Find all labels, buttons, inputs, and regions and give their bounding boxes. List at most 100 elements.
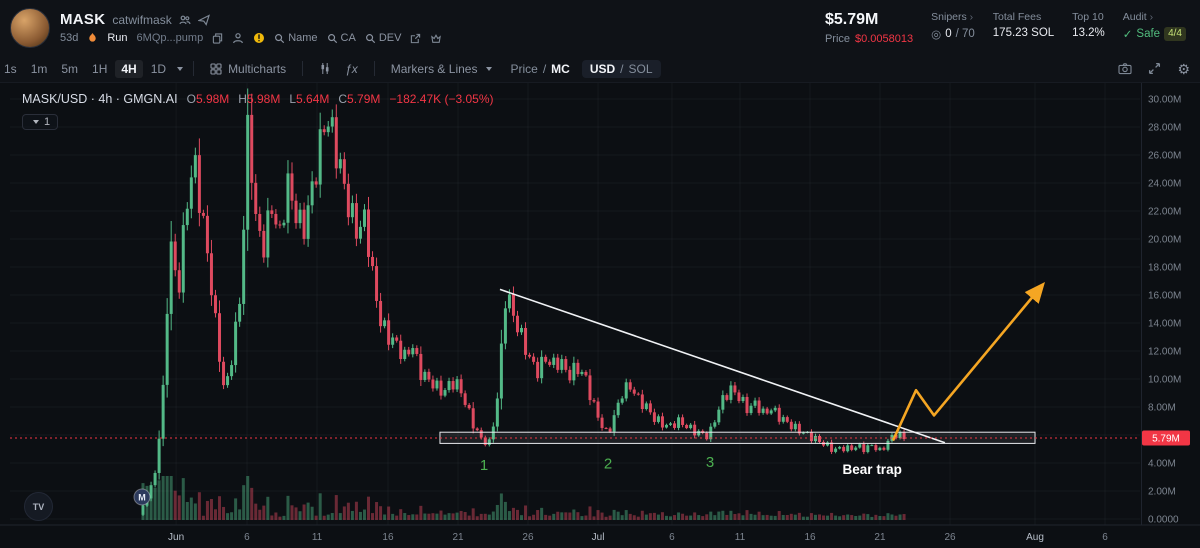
chevron-right-icon: › [969, 10, 974, 23]
crosshair-icon: ◎ [931, 28, 942, 41]
x-axis-label: 11 [312, 532, 323, 543]
telegram-icon[interactable] [197, 13, 210, 26]
divider [373, 61, 375, 76]
y-axis-label: 12.00M [1148, 347, 1181, 358]
y-axis-label: 16.00M [1148, 291, 1181, 302]
touch-label: 3 [706, 454, 714, 471]
copy-icon[interactable] [212, 32, 223, 44]
camera-icon[interactable] [1118, 62, 1132, 75]
external-link-icon[interactable] [410, 33, 421, 44]
timeframe-1h[interactable]: 1H [92, 61, 108, 76]
x-axis-label: 26 [522, 532, 534, 543]
y-axis-label: 14.00M [1148, 319, 1181, 330]
candle-style-button[interactable] [313, 60, 337, 77]
markers-lines-dropdown[interactable]: Markers & Lines [385, 60, 499, 78]
divider [302, 61, 304, 76]
token-name: catwifmask [112, 12, 172, 27]
token-stats: $5.79M Price $0.0058013 Snipers › ◎ 0 / … [825, 11, 1186, 45]
x-axis-label: Aug [1026, 532, 1044, 543]
snipers-total: / 70 [955, 27, 975, 40]
indicators-button[interactable]: ƒx [345, 61, 358, 76]
stat-total-fees: Total Fees 175.23 SOL [992, 10, 1055, 39]
x-axis-label: 21 [874, 532, 886, 543]
y-axis-label: 0.0000 [1148, 515, 1179, 526]
x-axis-label: 16 [382, 532, 394, 543]
x-axis-label: 21 [452, 532, 464, 543]
y-axis-label: 28.00M [1148, 123, 1181, 134]
x-axis-label: 6 [244, 532, 250, 543]
timeframe-5m[interactable]: 5m [61, 61, 79, 76]
migration-marker [133, 488, 151, 506]
token-avatar[interactable] [10, 7, 50, 48]
x-axis-label: Jul [592, 532, 605, 543]
search-ca-button[interactable]: CA [327, 32, 356, 44]
price-chart[interactable]: 30.00M28.00M26.00M24.00M22.00M20.00M18.0… [0, 83, 1200, 548]
token-address: 6MQp...pump [136, 32, 204, 44]
community-icon[interactable] [179, 14, 191, 26]
y-axis-label: 22.00M [1148, 207, 1181, 218]
chart-area: 30.00M 28.00M 26.00M 24.00M 22.00M 20.00M 18.0… [0, 83, 1200, 548]
search-name-button[interactable]: Name [274, 32, 318, 44]
y-axis-label: 24.00M [1148, 179, 1181, 190]
chart-toolbar: 1s 1m 5m 1H 4H 1D Multicharts ƒx Markers… [0, 55, 1200, 83]
timeframe-1d[interactable]: 1D [150, 61, 167, 76]
x-axis-label: 26 [944, 532, 956, 543]
chevron-right-icon: › [1149, 10, 1154, 23]
run-label: Run [107, 32, 128, 44]
legend-collapse-button[interactable]: 1 [22, 114, 59, 130]
stat-snipers[interactable]: Snipers › ◎ 0 / 70 [931, 10, 975, 41]
y-axis-label: 26.00M [1148, 151, 1181, 162]
y-axis-label: 4.00M [1148, 459, 1176, 470]
top10-value: 13.2% [1072, 26, 1105, 39]
timeframe-1s[interactable]: 1s [4, 61, 17, 76]
search-dev-button[interactable]: DEV [365, 32, 401, 44]
usd-sol-toggle[interactable]: USD / SOL [581, 59, 661, 78]
alert-icon[interactable] [253, 32, 265, 44]
stat-top10: Top 10 13.2% [1072, 10, 1105, 39]
audit-safe-label: Safe [1136, 27, 1161, 40]
x-axis-label: 6 [1102, 532, 1108, 543]
descending-trendline [499, 288, 946, 444]
fullscreen-icon[interactable] [1148, 62, 1161, 75]
flame-icon [87, 32, 98, 44]
x-axis-label: 11 [735, 532, 746, 543]
crown-icon[interactable] [430, 33, 442, 44]
x-axis-label: 6 [669, 532, 675, 543]
user-icon[interactable] [232, 32, 244, 44]
svg-text:M: M [138, 493, 146, 503]
token-header: MASK catwifmask 53d Run 6MQp...pump [0, 0, 1200, 55]
divider [193, 61, 195, 76]
current-price-badge [1142, 430, 1190, 446]
projection-arrow [891, 282, 1045, 442]
price-label: Price [824, 32, 851, 45]
timeframe-1m[interactable]: 1m [30, 61, 48, 76]
market-cap-value: $5.79M [824, 10, 879, 28]
chevron-down-icon [486, 66, 493, 71]
multicharts-button[interactable]: Multicharts [204, 60, 292, 78]
price-value: $0.0058013 [855, 32, 914, 45]
audit-score-badge: 4/4 [1164, 26, 1186, 41]
token-symbol: MASK [60, 11, 106, 28]
chevron-down-icon [33, 120, 39, 124]
token-age: 53d [60, 32, 79, 44]
y-axis-label: 18.00M [1148, 263, 1181, 274]
y-axis-label: 20.00M [1148, 235, 1181, 246]
settings-gear-icon[interactable]: ⚙ [1177, 60, 1190, 77]
tradingview-logo[interactable]: TV [24, 492, 53, 521]
y-axis-label: 2.00M [1148, 487, 1176, 498]
chevron-down-icon[interactable] [177, 66, 184, 71]
token-summary: MASK catwifmask 53d Run 6MQp...pump [10, 7, 442, 48]
price-mc-toggle[interactable]: Price / MC [510, 61, 570, 76]
stat-marketcap: $5.79M Price $0.0058013 [825, 11, 913, 45]
y-axis-label: 8.00M [1148, 403, 1176, 414]
touch-label: 1 [480, 457, 488, 474]
snipers-value: 0 [945, 27, 952, 40]
stat-audit[interactable]: Audit › ✓ Safe 4/4 [1123, 11, 1186, 41]
x-axis-label: 16 [804, 532, 816, 543]
check-icon: ✓ [1122, 28, 1133, 41]
bear-trap-label: Bear trap [843, 462, 902, 477]
y-axis-label: 10.00M [1148, 375, 1181, 386]
y-axis-label: 30.00M [1148, 95, 1181, 106]
x-axis-label: Jun [168, 532, 184, 543]
timeframe-4h[interactable]: 4H [115, 59, 143, 78]
